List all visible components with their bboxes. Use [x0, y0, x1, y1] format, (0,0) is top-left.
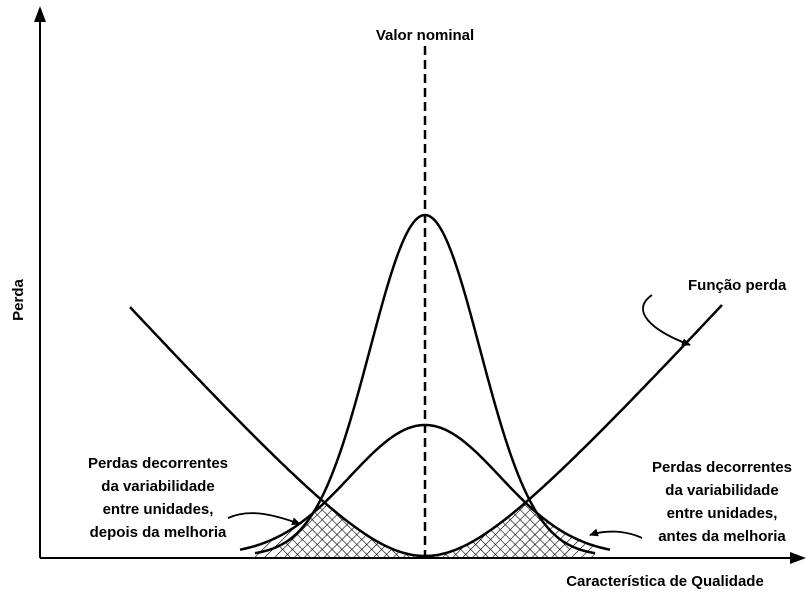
nominal-label: Valor nominal	[376, 27, 474, 44]
y-axis-label: Perda	[10, 279, 27, 321]
right-arrow	[589, 528, 643, 539]
left-note-line: entre unidades,	[103, 501, 214, 518]
loss-curve	[129, 304, 723, 558]
left-note-line: depois da melhoria	[90, 524, 227, 541]
loss-label: Função perda	[688, 277, 787, 294]
right-note-line: da variabilidade	[665, 482, 778, 499]
wide-distribution	[239, 423, 611, 551]
hatch-tall	[280, 500, 570, 557]
left-arrow	[227, 512, 301, 526]
left-note-line: Perdas decorrentes	[88, 455, 228, 472]
x-axis-arrow	[790, 552, 806, 564]
curves	[129, 213, 723, 558]
right-note-line: antes da melhoria	[658, 528, 786, 545]
left-note-line: da variabilidade	[101, 478, 214, 495]
right-note-line: Perdas decorrentes	[652, 459, 792, 476]
loss-arrow	[642, 294, 691, 346]
right-note-line: entre unidades,	[667, 505, 778, 522]
notes: Perdas decorrentes da variabilidade entre …	[88, 455, 792, 545]
y-axis-arrow	[34, 6, 46, 22]
x-axis-label: Característica de Qualidade	[566, 573, 764, 590]
